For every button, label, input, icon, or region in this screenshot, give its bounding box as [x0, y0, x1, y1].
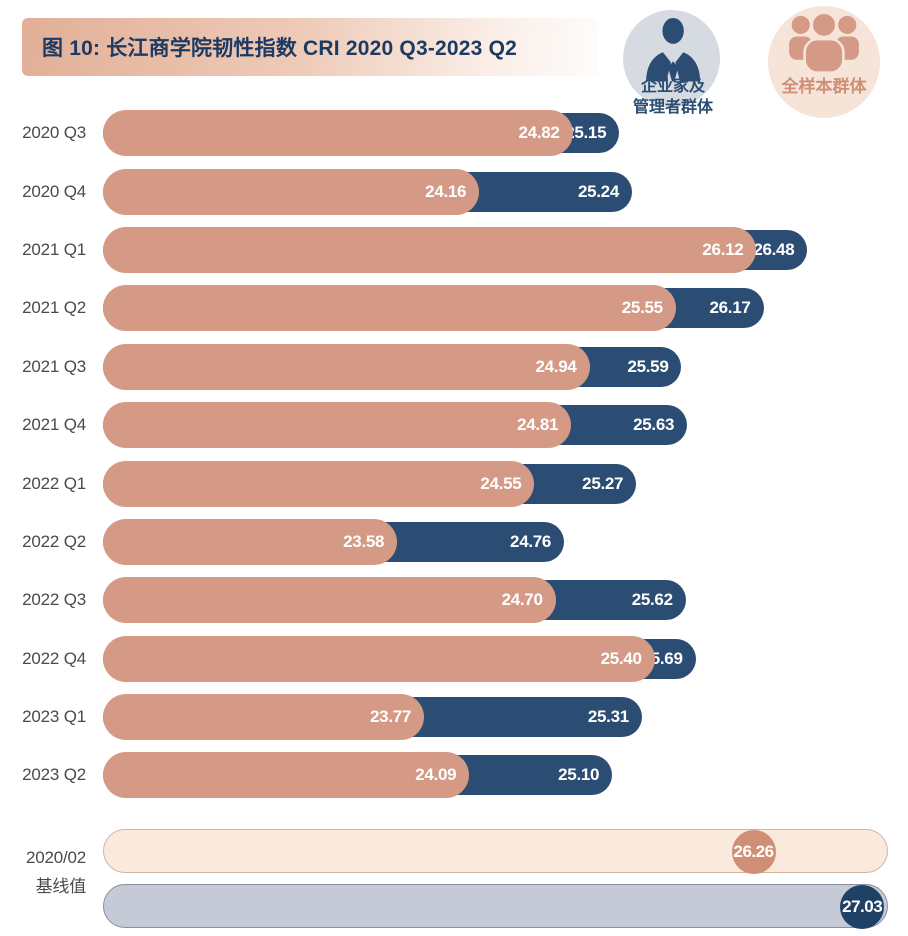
people-group-icon [782, 6, 866, 79]
baseline-label: 2020/02 基线值 [0, 843, 86, 901]
bar-track: 25.27 24.55 [103, 460, 888, 507]
category-label: 2023 Q2 [22, 765, 86, 785]
manager-bar: 25.40 [103, 635, 655, 682]
manager-bar: 26.12 [103, 226, 757, 273]
bar-track: 26.48 26.12 [103, 226, 888, 273]
category-label: 2021 Q4 [22, 415, 86, 435]
manager-bar: 24.70 [103, 577, 556, 624]
full-sample-bar-value: 25.15 [565, 123, 607, 143]
legend-label-full-sample: 全样本群体 [781, 77, 867, 96]
title-banner: 图 10: 长江商学院韧性指数 CRI 2020 Q3-2023 Q2 [22, 18, 598, 76]
chart-row: 2022 Q3 25.62 24.70 [0, 571, 908, 629]
legend-circle-managers [623, 10, 720, 107]
baseline-label-line1: 2020/02 [25, 848, 86, 867]
category-label: 2023 Q1 [22, 707, 86, 727]
legend-circle-full-sample [768, 6, 880, 118]
bar-track: 25.24 24.16 [103, 168, 888, 215]
chart-row: 2020 Q4 25.24 24.16 [0, 162, 908, 220]
manager-bar-value: 25.55 [621, 298, 663, 318]
chart-row: 2023 Q2 25.10 24.09 [0, 746, 908, 804]
full-sample-bar-value: 26.48 [753, 239, 795, 259]
full-sample-bar-value: 25.63 [633, 415, 675, 435]
category-label: 2021 Q3 [22, 356, 86, 376]
manager-bar: 25.55 [103, 285, 676, 332]
bar-track: 24.76 23.58 [103, 518, 888, 565]
manager-bar: 24.09 [103, 752, 470, 799]
full-sample-bar-value: 25.10 [558, 765, 600, 785]
chart-row: 2021 Q2 26.17 25.55 [0, 279, 908, 337]
full-sample-bar-value: 25.62 [631, 590, 673, 610]
manager-bar-value: 24.94 [535, 356, 577, 376]
baseline-full-sample-dot: 27.03 [840, 885, 885, 929]
manager-bar-value: 25.40 [600, 648, 642, 668]
full-sample-bar-value: 26.17 [709, 298, 751, 318]
legend-item-managers: 企业家及 管理者群体 [623, 10, 723, 116]
chart-row: 2021 Q1 26.48 26.12 [0, 221, 908, 279]
manager-bar-value: 23.77 [370, 707, 412, 727]
bar-track: 25.62 24.70 [103, 577, 888, 624]
chart-row: 2022 Q1 25.27 24.55 [0, 454, 908, 512]
manager-bar-value: 24.16 [425, 181, 467, 201]
baseline-full-sample-value: 27.03 [842, 897, 883, 916]
legend-label-managers: 企业家及 管理者群体 [623, 76, 723, 118]
manager-bar-value: 24.82 [518, 123, 560, 143]
legend-label-managers-line2: 管理者群体 [632, 99, 713, 116]
baseline-manager-dot: 26.26 [731, 830, 776, 874]
category-label: 2021 Q2 [22, 298, 86, 318]
manager-bar-value: 24.09 [415, 765, 457, 785]
manager-bar: 23.77 [103, 694, 425, 741]
baseline-full-sample-bar: 27.03 [103, 884, 888, 929]
manager-bar: 24.82 [103, 110, 573, 157]
full-sample-bar-value: 24.76 [510, 531, 552, 551]
bar-track: 25.31 23.77 [103, 694, 888, 741]
chart-row: 2020 Q3 25.15 24.82 [0, 104, 908, 162]
chart-row: 2022 Q2 24.76 23.58 [0, 513, 908, 571]
baseline-manager-value: 26.26 [733, 842, 775, 861]
full-sample-bar-value: 25.24 [577, 181, 619, 201]
legend-label-managers-line1: 企业家及 [640, 78, 705, 95]
bar-track: 25.15 24.82 [103, 110, 888, 157]
manager-bar-value: 26.12 [702, 239, 744, 259]
category-label: 2020 Q3 [22, 123, 86, 143]
category-label: 2021 Q1 [22, 239, 86, 259]
manager-bar-value: 23.58 [343, 531, 385, 551]
category-label: 2022 Q1 [22, 473, 86, 493]
chart-row: 2021 Q3 25.59 24.94 [0, 338, 908, 396]
full-sample-bar-value: 25.31 [587, 707, 629, 727]
full-sample-bar-value: 25.59 [627, 356, 669, 376]
category-label: 2022 Q4 [22, 648, 86, 668]
baseline-manager-bar: 26.26 [103, 829, 888, 874]
chart-title: 图 10: 长江商学院韧性指数 CRI 2020 Q3-2023 Q2 [42, 37, 517, 60]
manager-bar-value: 24.55 [480, 473, 522, 493]
bar-track: 25.63 24.81 [103, 402, 888, 449]
manager-bar-value: 24.70 [501, 590, 543, 610]
legend-item-full-sample: 全样本群体 [768, 6, 880, 118]
manager-bar: 23.58 [103, 518, 398, 565]
manager-bar: 24.16 [103, 168, 480, 215]
chart-row: 2021 Q4 25.63 24.81 [0, 396, 908, 454]
manager-bar: 24.55 [103, 460, 535, 507]
bar-track: 26.17 25.55 [103, 285, 888, 332]
category-label: 2022 Q2 [22, 531, 86, 551]
full-sample-bar-value: 25.27 [582, 473, 624, 493]
bar-track: 25.59 24.94 [103, 343, 888, 390]
category-label: 2020 Q4 [22, 181, 86, 201]
manager-bar-value: 24.81 [517, 415, 559, 435]
bar-track: 25.10 24.09 [103, 752, 888, 799]
category-label: 2022 Q3 [22, 590, 86, 610]
chart-rows: 2020 Q3 25.15 24.82 2020 Q4 25.24 24.16 2021 Q… [0, 104, 908, 805]
bar-track: 25.69 25.40 [103, 635, 888, 682]
manager-bar: 24.81 [103, 402, 572, 449]
chart-row: 2022 Q4 25.69 25.40 [0, 630, 908, 688]
manager-bar: 24.94 [103, 343, 590, 390]
businessman-icon [636, 10, 708, 91]
chart-row: 2023 Q1 25.31 23.77 [0, 688, 908, 746]
baseline-label-line2: 基线值 [35, 877, 87, 896]
